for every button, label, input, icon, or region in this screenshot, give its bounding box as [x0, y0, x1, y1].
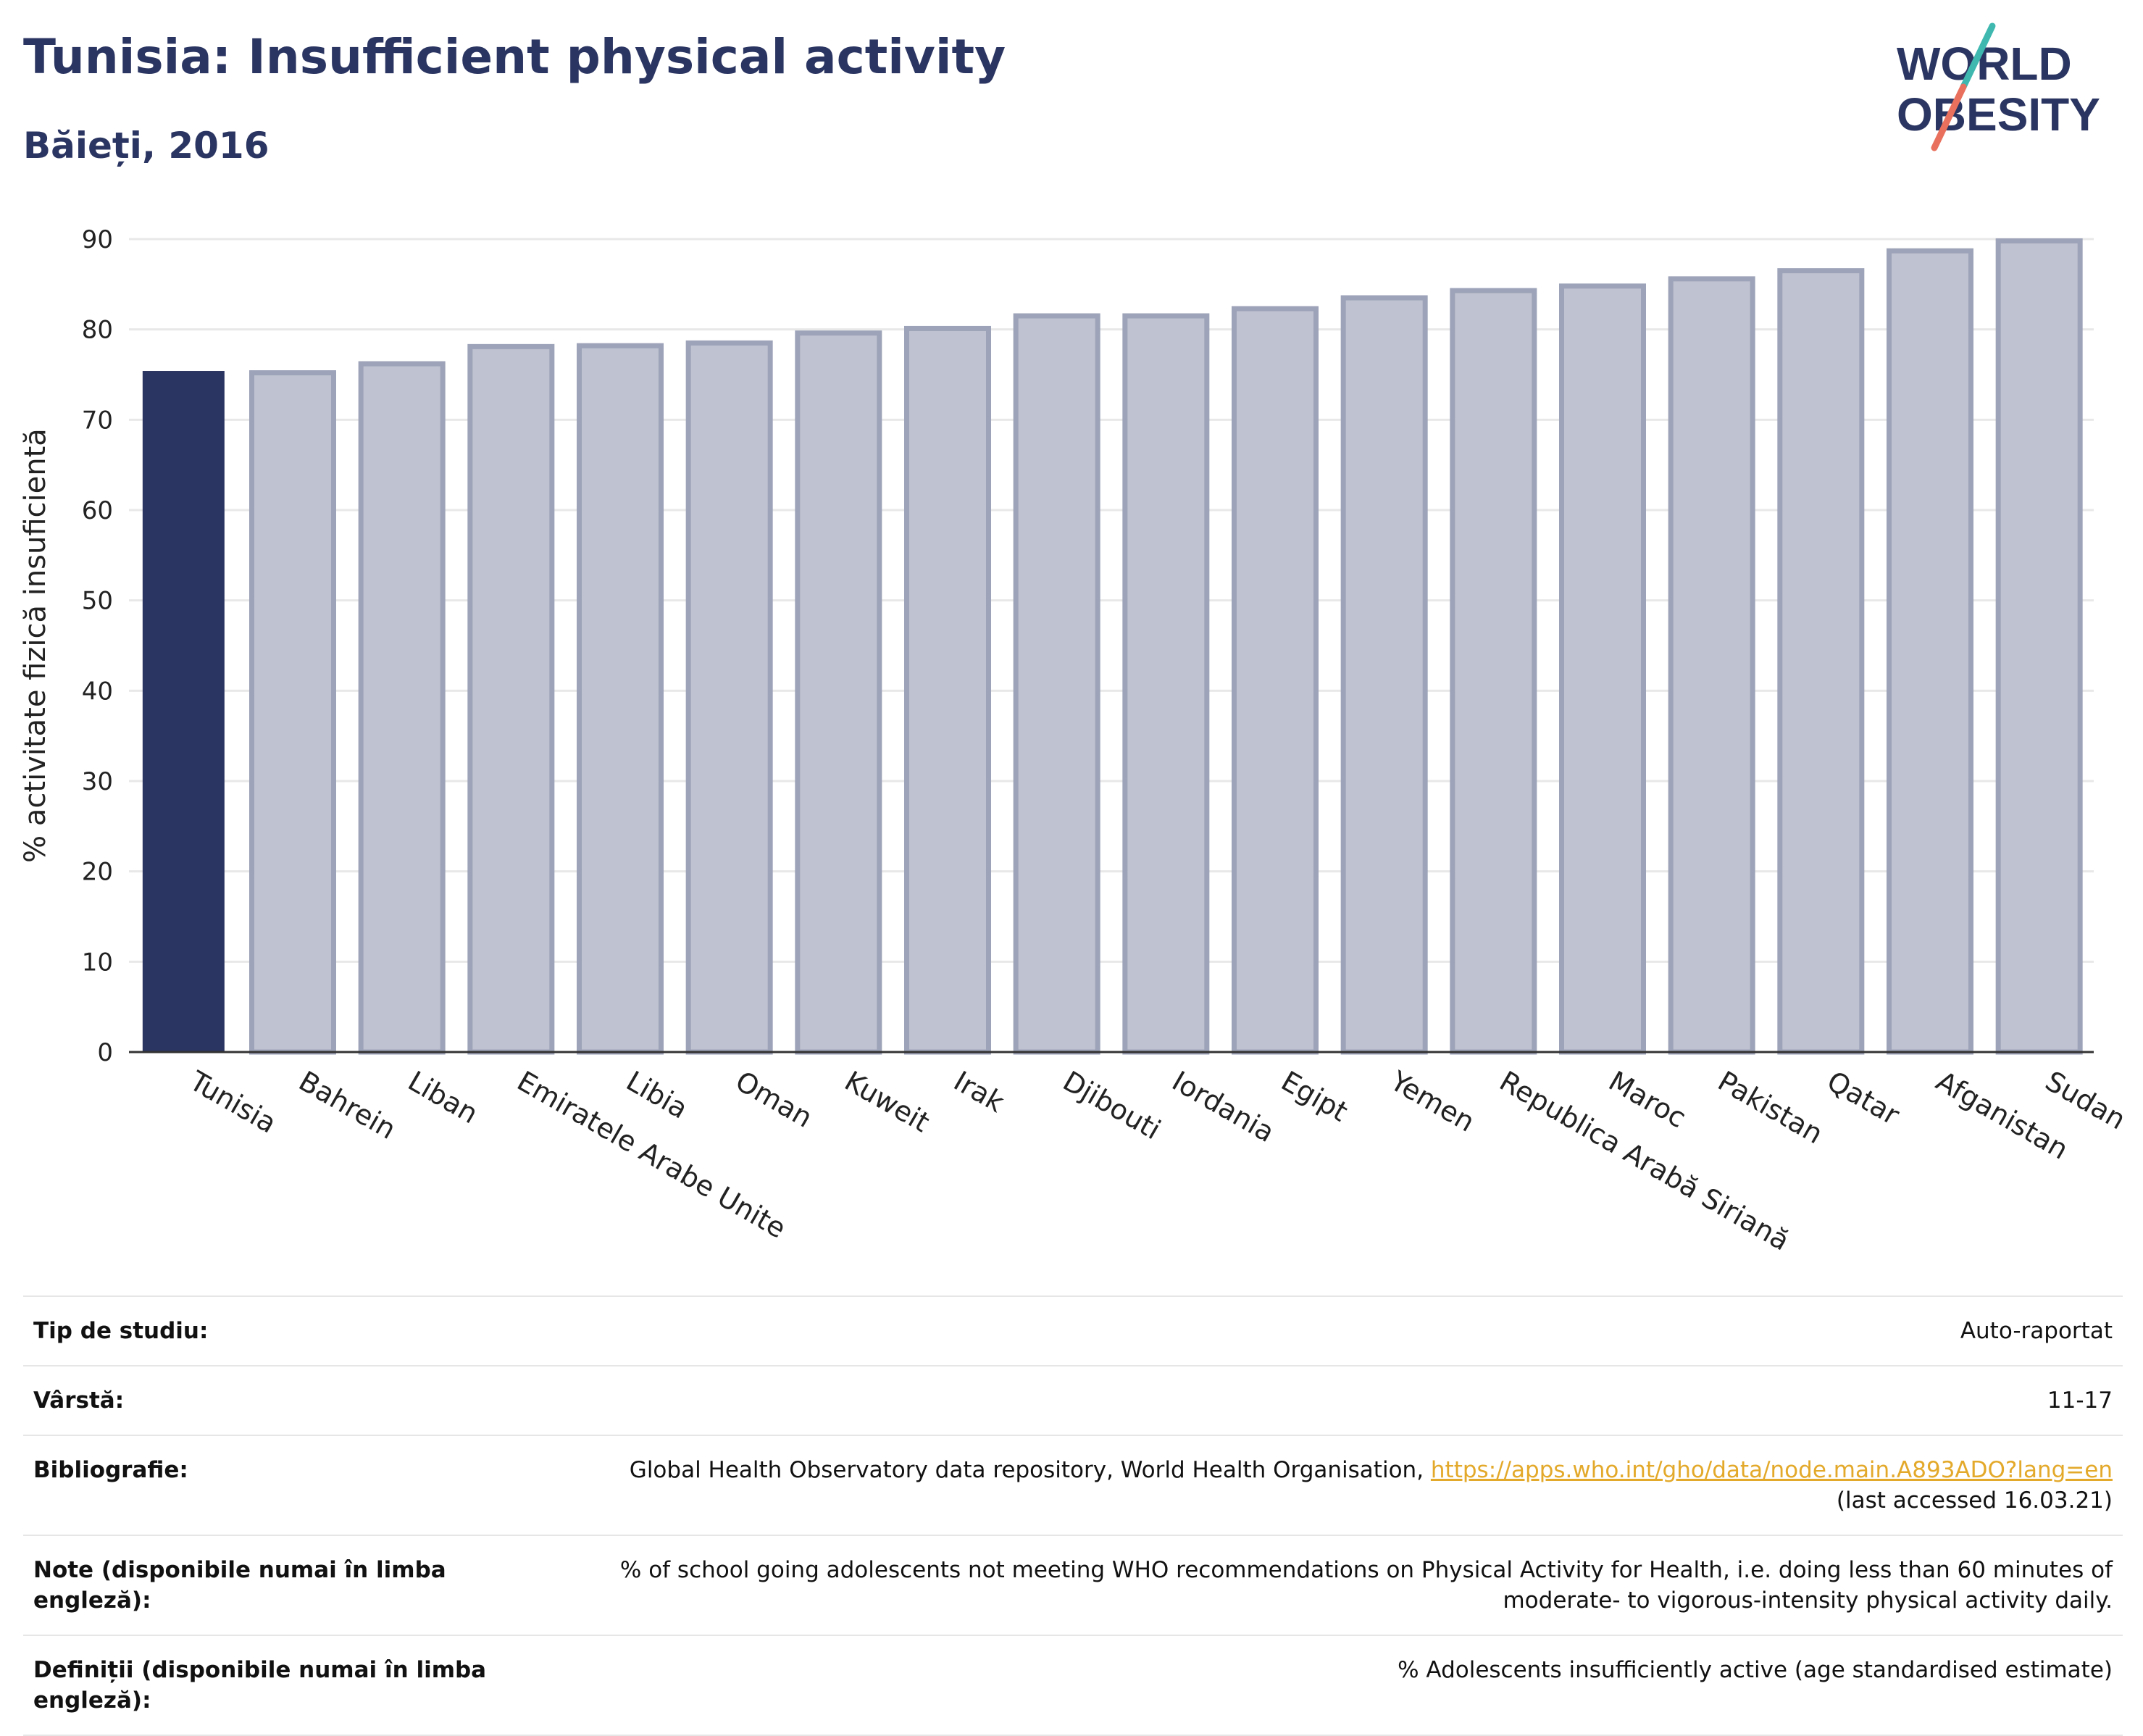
bibliography-label: Bibliografie:: [33, 1457, 188, 1483]
y-tick-label: 70: [82, 406, 113, 435]
bar-liban: [358, 361, 446, 1055]
y-axis-title: % activitate fizică insuficientă: [19, 428, 52, 863]
logo-slash-teal: [1960, 22, 1996, 91]
info-table: Tip de studiu: Auto-raportat Vârstă: 11-…: [23, 1295, 2123, 1736]
notes-line-2: moderate- to vigorous-intensity physical…: [1503, 1587, 2113, 1614]
y-tick-label: 10: [82, 948, 113, 977]
study-type-value: Auto-raportat: [1960, 1318, 2113, 1344]
bar-afganistan: [1887, 248, 1973, 1055]
definitions-label-line-2: engleză):: [33, 1687, 151, 1714]
x-tick-label: Liban: [403, 1065, 483, 1130]
x-tick-label: Iordania: [1166, 1065, 1279, 1148]
age-label: Vârstă:: [33, 1387, 125, 1414]
definitions-label-line-1: Definiții (disponibile numai în limba: [33, 1657, 487, 1683]
bar-bahrein: [249, 370, 336, 1055]
bars: [142, 238, 2083, 1055]
info-row-study-type: Tip de studiu: Auto-raportat: [23, 1295, 2123, 1365]
x-tick-label: Djibouti: [1058, 1065, 1166, 1146]
bar-djibouti: [1013, 313, 1100, 1055]
x-tick-label: Yemen: [1384, 1064, 1480, 1138]
bar-egipt: [1232, 306, 1319, 1055]
bar-pakistan: [1668, 276, 1755, 1055]
notes-value: % of school going adolescents not meetin…: [591, 1555, 2113, 1616]
definitions-value: % Adolescents insufficiently active (age…: [1398, 1657, 2113, 1683]
world-obesity-logo: WORLD OBESITY: [1897, 22, 2100, 151]
x-tick-label: Libia: [621, 1065, 693, 1125]
notes-line-1: % of school going adolescents not meetin…: [619, 1557, 2113, 1583]
age-value: 11-17: [2047, 1387, 2113, 1414]
info-row-bibliography: Bibliografie: Global Health Observatory …: [23, 1435, 2123, 1535]
definitions-label: Definiții (disponibile numai în limba en…: [33, 1655, 540, 1716]
bibliography-link[interactable]: https://apps.who.int/gho/data/node.main.…: [1430, 1457, 2113, 1483]
notes-label: Note (disponibile numai în limba engleză…: [33, 1557, 446, 1614]
y-tick-label: 30: [82, 767, 113, 796]
x-tick-label: Tunisia: [184, 1064, 282, 1140]
x-tick-label: Qatar: [1821, 1065, 1905, 1132]
info-row-age: Vârstă: 11-17: [23, 1365, 2123, 1435]
logo-slash-coral: [1931, 83, 1967, 151]
bar-iordania: [1122, 313, 1210, 1055]
y-tick-label: 90: [82, 225, 113, 254]
y-tick-label: 50: [82, 587, 113, 616]
bar-libia: [577, 343, 664, 1055]
info-row-definitions: Definiții (disponibile numai în limba en…: [23, 1635, 2123, 1736]
page-title: Tunisia: Insufficient physical activity: [23, 29, 1006, 85]
bar-qatar: [1777, 268, 1865, 1055]
x-tick-label: Oman: [730, 1065, 818, 1134]
bar-emiratele-arabe-unite: [467, 343, 555, 1055]
bibliography-value: Global Health Observatory data repositor…: [591, 1455, 2113, 1516]
study-type-label: Tip de studiu:: [33, 1318, 209, 1344]
y-tick-label: 80: [82, 316, 113, 345]
grid-lines: [129, 238, 2094, 963]
bar-irak: [904, 325, 991, 1055]
y-tick-label: 60: [82, 496, 113, 525]
y-tick-label: 0: [97, 1038, 113, 1067]
x-tick-label: Egipt: [1276, 1065, 1353, 1128]
x-tick-label: Irak: [948, 1065, 1009, 1119]
x-tick-label: Sudan: [2040, 1065, 2131, 1136]
logo-word-obesity: OBESITY: [1897, 88, 2100, 141]
y-tick-label: 20: [82, 858, 113, 887]
bar-republica-arab-sirian-: [1450, 288, 1537, 1055]
bar-oman: [685, 340, 773, 1055]
x-tick-label: Kuweit: [839, 1065, 935, 1139]
x-tick-label: Bahrein: [293, 1065, 401, 1145]
bibliography-text: Global Health Observatory data repositor…: [629, 1457, 1424, 1483]
bar-maroc: [1559, 283, 1646, 1055]
bar-kuweit: [795, 330, 882, 1055]
bar-yemen: [1340, 295, 1428, 1055]
y-tick-label: 40: [82, 677, 113, 706]
bar-tunisia: [142, 371, 225, 1052]
x-tick-label: Pakistan: [1713, 1065, 1829, 1151]
bar-sudan: [1995, 238, 2083, 1055]
x-tick-label: Maroc: [1603, 1065, 1692, 1135]
page-subtitle: Băieți, 2016: [23, 125, 270, 167]
bibliography-accessed: (last accessed 16.03.21): [1836, 1487, 2113, 1514]
info-row-notes: Note (disponibile numai în limba engleză…: [23, 1535, 2123, 1635]
